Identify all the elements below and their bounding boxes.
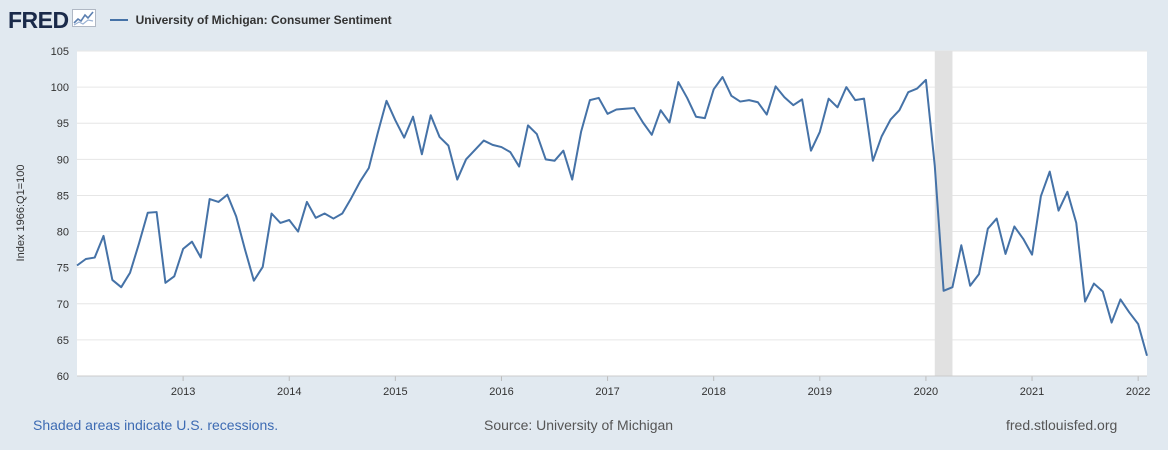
plot-area xyxy=(77,51,1147,376)
x-tick-label: 2021 xyxy=(1020,386,1044,398)
series-line xyxy=(76,76,1148,357)
recession-shade xyxy=(934,51,953,376)
x-tick-label: 2019 xyxy=(808,386,832,398)
y-tick-label: 70 xyxy=(57,299,69,311)
y-tick-label: 65 xyxy=(57,335,69,347)
x-tick-label: 2018 xyxy=(701,386,725,398)
fred-logo[interactable]: FRED xyxy=(8,7,96,34)
chart-legend: University of Michigan: Consumer Sentime… xyxy=(109,13,392,27)
chart-line-icon xyxy=(71,8,96,32)
x-tick-label: 2016 xyxy=(489,386,513,398)
y-tick-label: 105 xyxy=(51,46,69,58)
legend-series-label: University of Michigan: Consumer Sentime… xyxy=(135,13,392,27)
site-url: fred.stlouisfed.org xyxy=(1006,417,1118,433)
x-tick-label: 2015 xyxy=(383,386,407,398)
x-tick-label: 2014 xyxy=(277,386,301,398)
y-tick-label: 90 xyxy=(57,154,69,166)
y-tick-label: 60 xyxy=(57,371,69,383)
x-tick-label: 2013 xyxy=(171,386,195,398)
y-tick-label: 75 xyxy=(57,263,69,275)
y-tick-label: 95 xyxy=(57,118,69,130)
x-tick-label: 2017 xyxy=(595,386,619,398)
y-tick-label: 80 xyxy=(57,227,69,239)
source-note: Source: University of Michigan xyxy=(484,417,674,433)
line-chart: 60 65 70 75 80 85 90 95 100 105 2013 2014 2015 2016 2… xyxy=(15,46,1150,398)
recession-note-link[interactable]: Shaded areas indicate U.S. recessions. xyxy=(33,417,279,433)
y-tick-label: 100 xyxy=(51,82,69,94)
y-axis-title: Index 1966:Q1=100 xyxy=(15,165,27,262)
chart-footer: Shaded areas indicate U.S. recessions. S… xyxy=(0,415,1168,435)
chart-header: FRED University of Michigan: Consumer Se… xyxy=(8,6,392,34)
legend-swatch xyxy=(109,19,128,21)
y-tick-label: 85 xyxy=(57,190,69,202)
x-tick-label: 2022 xyxy=(1126,386,1150,398)
x-tick-label: 2020 xyxy=(914,386,938,398)
fred-logo-text: FRED xyxy=(8,6,69,33)
